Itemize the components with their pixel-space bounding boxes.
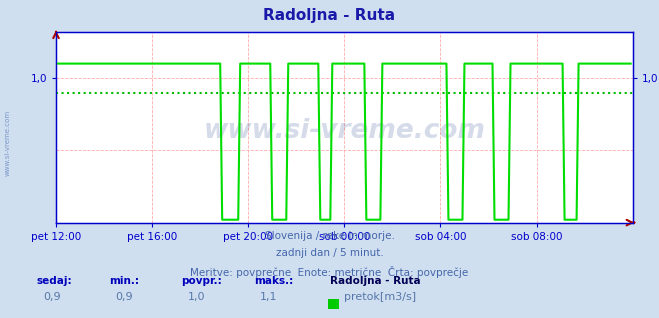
Text: maks.:: maks.: [254,276,293,286]
Text: 1,1: 1,1 [260,292,278,302]
Text: Slovenija / reke in morje.: Slovenija / reke in morje. [264,231,395,240]
Text: zadnji dan / 5 minut.: zadnji dan / 5 minut. [275,248,384,258]
Text: www.si-vreme.com: www.si-vreme.com [5,110,11,176]
Text: sedaj:: sedaj: [36,276,72,286]
Text: Radoljna - Ruta: Radoljna - Ruta [330,276,420,286]
Text: pretok[m3/s]: pretok[m3/s] [344,292,416,302]
Text: 1,0: 1,0 [188,292,206,302]
Text: povpr.:: povpr.: [181,276,222,286]
Text: 0,9: 0,9 [43,292,61,302]
Text: 0,9: 0,9 [115,292,133,302]
Text: www.si-vreme.com: www.si-vreme.com [204,118,485,144]
Text: min.:: min.: [109,276,139,286]
Text: Meritve: povprečne  Enote: metrične  Črta: povprečje: Meritve: povprečne Enote: metrične Črta:… [190,266,469,278]
Text: Radoljna - Ruta: Radoljna - Ruta [264,8,395,23]
